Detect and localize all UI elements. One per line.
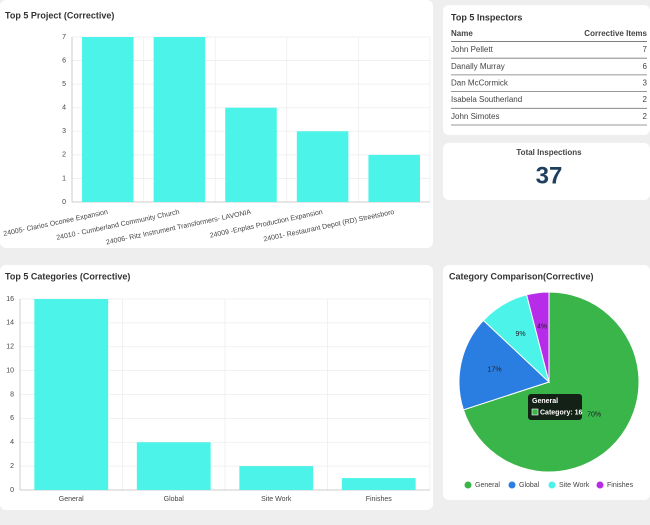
card: [0, 265, 433, 510]
cell: Dan McCormick: [451, 79, 509, 88]
chart-title: Top 5 Categories (Corrective): [5, 271, 130, 281]
legend-label: Finishes: [607, 482, 634, 489]
bar: [239, 466, 314, 490]
cell: Isabela Southerland: [451, 95, 522, 104]
bar: [296, 131, 349, 202]
legend-swatch: [464, 481, 472, 489]
bar: [368, 154, 420, 202]
data-label: 4%: [537, 323, 547, 330]
y-tick-label: 4: [62, 105, 66, 112]
column-header: Corrective Items: [584, 29, 647, 38]
y-tick-label: 3: [62, 128, 66, 135]
chart-title: Category Comparison(Corrective): [449, 271, 594, 281]
pie-slice: [462, 291, 640, 473]
cell: Danally Murray: [451, 62, 505, 71]
pie-slice: [458, 319, 550, 411]
y-tick-label: 6: [10, 415, 14, 422]
table-title: Top 5 Inspectors: [451, 12, 522, 22]
y-tick-label: 5: [62, 81, 66, 88]
y-tick-label: 2: [62, 152, 66, 159]
cell: 6: [643, 62, 648, 71]
card: [443, 143, 650, 200]
bar: [136, 442, 211, 490]
chart-title: Top 5 Project (Corrective): [5, 10, 114, 20]
y-tick-label: 0: [62, 199, 66, 206]
kpi-label: Total Inspections: [516, 148, 582, 157]
y-tick-label: 2: [10, 463, 14, 470]
tooltip-label: Category: 16: [540, 409, 583, 416]
y-tick-label: 10: [6, 367, 14, 374]
data-label: 70%: [587, 412, 601, 419]
tooltip-title: General: [532, 398, 558, 405]
y-tick-label: 14: [6, 320, 14, 327]
legend-swatch: [596, 481, 604, 489]
column-header: Name: [451, 29, 473, 38]
tooltip: [528, 394, 582, 420]
x-tick-label: Site Work: [261, 496, 292, 503]
y-tick-label: 12: [6, 344, 14, 351]
y-tick-label: 16: [6, 296, 14, 303]
y-tick-label: 1: [62, 175, 66, 182]
bar: [153, 37, 206, 202]
bar: [341, 478, 416, 490]
bar: [225, 107, 277, 202]
bar: [34, 299, 109, 490]
y-tick-label: 8: [10, 391, 14, 398]
y-tick-label: 7: [62, 34, 66, 41]
legend-swatch: [548, 481, 556, 489]
x-tick-label: Global: [164, 496, 185, 503]
cell: John Pellett: [451, 45, 494, 54]
cell: 7: [643, 45, 648, 54]
cell: 2: [643, 112, 648, 121]
cell: 3: [643, 79, 648, 88]
legend-swatch: [508, 481, 516, 489]
card: [443, 5, 650, 135]
legend-label: Site Work: [559, 482, 590, 489]
legend-label: Global: [519, 482, 540, 489]
data-label: 9%: [516, 331, 526, 338]
y-tick-label: 4: [10, 439, 14, 446]
x-tick-label: Finishes: [366, 496, 393, 503]
pie-slice: [526, 291, 550, 383]
cell: John Simotes: [451, 112, 499, 121]
tooltip-swatch: [531, 408, 539, 416]
x-tick-label: General: [59, 496, 84, 503]
y-tick-label: 6: [62, 57, 66, 64]
legend-label: General: [475, 482, 500, 489]
cell: 2: [643, 95, 648, 104]
kpi-value: 37: [536, 162, 563, 189]
y-tick-label: 0: [10, 487, 14, 494]
bar: [82, 37, 134, 202]
data-label: 17%: [488, 367, 502, 374]
